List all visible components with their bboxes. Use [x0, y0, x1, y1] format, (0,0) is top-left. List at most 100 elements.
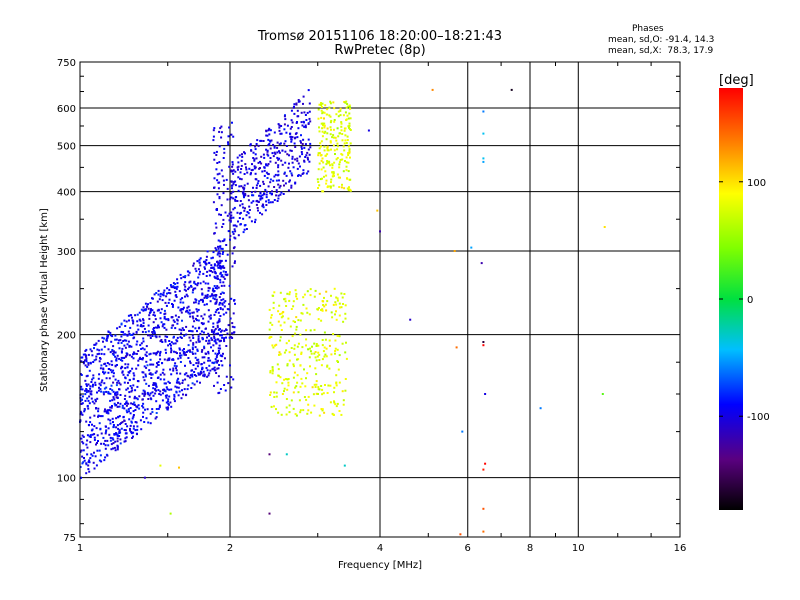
echo-point	[129, 427, 131, 430]
echo-point	[192, 264, 195, 267]
echo-point	[345, 169, 348, 172]
echo-point	[223, 147, 226, 150]
echo-point	[133, 397, 136, 400]
echo-point	[134, 314, 137, 317]
echo-point	[309, 288, 312, 291]
echo-point	[184, 295, 186, 298]
echo-point	[290, 308, 293, 310]
echo-point	[294, 321, 296, 323]
echo-point	[273, 151, 276, 154]
echo-point	[277, 368, 280, 371]
echo-point	[227, 141, 229, 144]
echo-point	[201, 323, 204, 326]
echo-point	[187, 357, 190, 359]
echo-point	[257, 180, 260, 183]
echo-point	[218, 161, 221, 164]
echo-point	[216, 260, 219, 263]
echo-point	[279, 291, 282, 294]
echo-point	[152, 387, 155, 390]
echo-point	[99, 357, 101, 359]
echo-point	[320, 408, 323, 410]
echo-point	[237, 161, 240, 164]
echo-point	[293, 347, 296, 350]
echo-point	[135, 421, 138, 424]
echo-point	[85, 443, 88, 446]
echo-point	[196, 284, 199, 287]
echo-point	[189, 339, 192, 342]
echo-point	[163, 326, 166, 329]
echo-point	[198, 273, 201, 276]
echo-point	[220, 136, 223, 139]
echo-point	[309, 146, 312, 149]
echo-point	[155, 365, 158, 368]
echo-point	[314, 356, 317, 359]
echo-point	[292, 363, 295, 366]
echo-point	[226, 198, 229, 201]
echo-point	[349, 178, 352, 181]
x-tick-label: 4	[377, 543, 383, 554]
echo-point	[115, 417, 118, 420]
echo-point	[205, 339, 208, 342]
echo-point	[287, 384, 290, 387]
echo-point	[83, 457, 85, 459]
echo-point	[262, 183, 265, 185]
echo-point	[252, 157, 255, 159]
echo-point	[296, 167, 299, 170]
echo-point	[329, 401, 332, 404]
echo-point	[219, 334, 222, 337]
echo-point	[203, 375, 206, 378]
echo-point	[181, 379, 184, 382]
echo-point	[255, 184, 258, 187]
echo-point	[97, 377, 100, 380]
echo-point	[85, 383, 88, 386]
echo-point	[136, 340, 139, 343]
echo-point	[82, 353, 85, 356]
echo-point	[262, 140, 265, 142]
echo-point	[114, 351, 117, 354]
echo-point	[118, 382, 121, 385]
echo-point	[127, 408, 130, 411]
echo-point	[340, 306, 343, 309]
echo-point	[98, 360, 101, 363]
echo-point	[285, 305, 288, 307]
echo-point	[167, 400, 169, 403]
echo-point	[108, 363, 111, 366]
echo-point	[158, 335, 161, 338]
echo-point	[109, 369, 112, 372]
echo-point	[118, 325, 121, 328]
echo-point	[340, 129, 343, 132]
echo-point	[321, 130, 324, 133]
echo-point	[348, 148, 351, 151]
echo-point	[91, 385, 94, 388]
echo-point	[277, 158, 280, 161]
echo-point	[235, 225, 238, 228]
echo-point	[220, 334, 223, 337]
echo-point	[321, 388, 324, 391]
echo-point	[280, 125, 283, 127]
echo-point	[276, 146, 279, 149]
echo-point	[321, 177, 323, 180]
echo-point	[247, 194, 250, 197]
echo-point	[85, 360, 88, 363]
echo-point	[182, 329, 185, 331]
echo-point	[231, 187, 233, 190]
echo-point	[321, 409, 324, 412]
echo-point	[146, 408, 149, 411]
echo-point	[114, 393, 117, 396]
echo-point	[291, 157, 294, 160]
echo-point	[132, 414, 135, 416]
echo-point	[93, 425, 96, 428]
echo-point	[306, 156, 309, 159]
echo-point	[179, 336, 182, 339]
echo-point	[320, 319, 323, 322]
echo-point	[482, 468, 485, 471]
echo-point	[305, 344, 307, 347]
echo-point	[166, 406, 169, 409]
echo-point	[163, 317, 166, 320]
echo-point	[87, 362, 90, 365]
echo-point	[149, 352, 152, 355]
echo-point	[221, 247, 224, 250]
echo-point	[335, 381, 338, 384]
echo-point	[159, 390, 162, 393]
echo-point	[152, 321, 155, 324]
